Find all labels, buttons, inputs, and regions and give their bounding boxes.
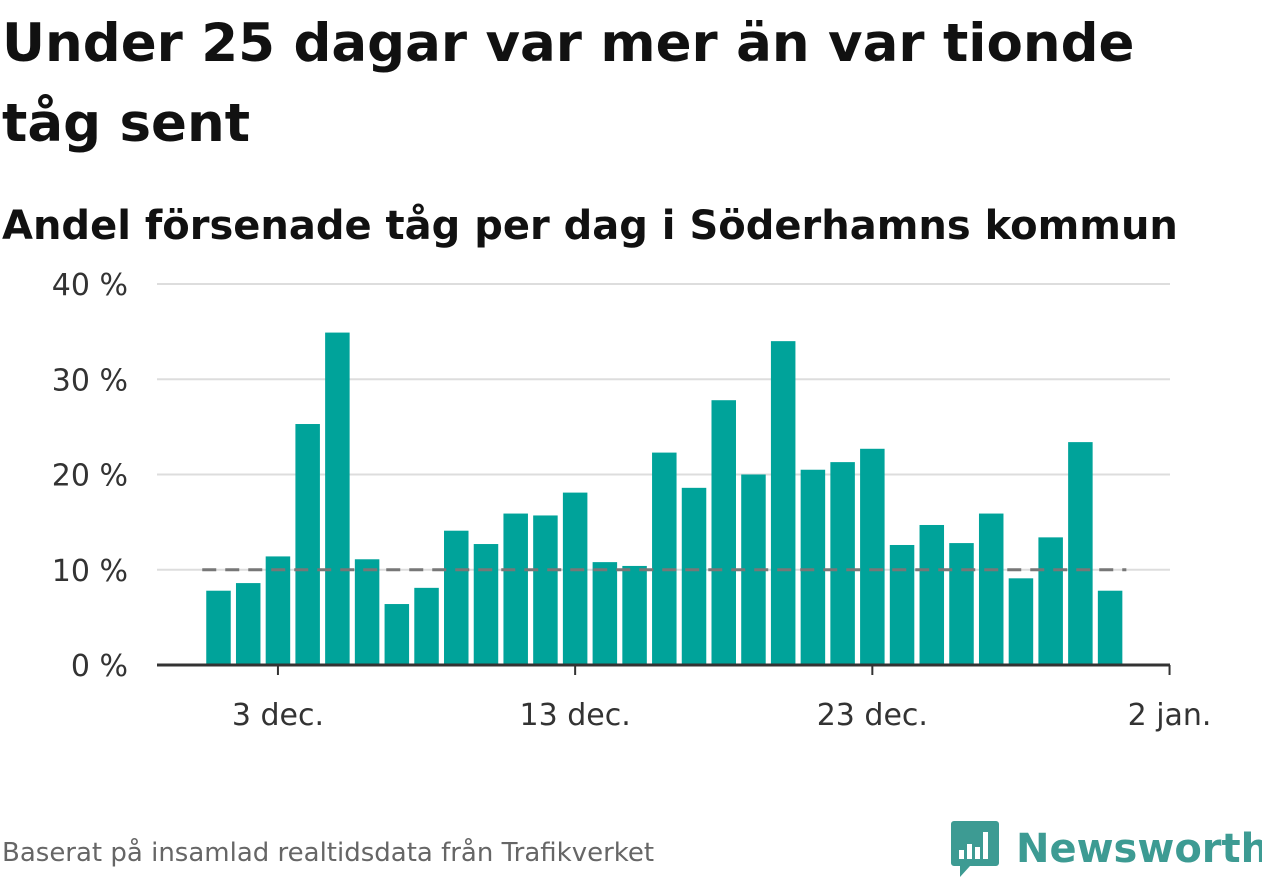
bar [325,332,350,665]
chart-subtitle: Andel försenade tåg per dag i Söderhamns… [2,203,1178,249]
x-tick-label: 3 dec. [232,698,324,733]
source-note: Baserat på insamlad realtidsdata från Tr… [2,838,655,868]
bar [533,515,558,665]
bar [295,424,320,665]
y-tick-label: 40 % [52,268,128,303]
bar [1068,442,1093,665]
bar [681,487,707,665]
bar [562,492,588,665]
bar [1097,590,1123,665]
y-tick-label: 0 % [71,649,128,684]
bar [384,604,410,665]
bar [949,543,974,665]
bar [503,513,528,665]
x-tick-label: 13 dec. [520,698,631,733]
y-tick-label: 10 % [52,554,128,589]
bar [473,544,499,665]
bar [711,400,736,665]
y-tick-label: 20 % [52,459,128,494]
bar [206,590,231,665]
newsworthy-logo-icon [951,821,999,877]
y-tick-label: 30 % [52,363,128,398]
bars [206,332,1123,665]
bar [800,469,826,665]
bar [354,559,380,665]
y-axis-labels: 0 % 10 % 20 % 30 % 40 % [52,268,128,684]
bar [235,583,261,665]
chart-title: Under 25 dagar var mer än var tionde tåg… [2,13,1135,154]
bar [919,524,945,665]
bar [592,562,618,665]
bar [652,452,677,665]
bar [265,556,291,665]
bar [860,448,885,665]
bar [770,341,796,665]
x-tick-label: 2 jan. [1128,698,1212,733]
bar [444,530,469,665]
brand-logo: Newsworthy [950,818,1262,880]
bar-chart: 0 % 10 % 20 % 30 % 40 % 3 dec. 13 dec. 23 dec.… [52,268,1212,733]
bar [622,565,647,665]
bar [889,544,915,665]
brand-name: Newsworthy [1016,826,1262,872]
x-axis-ticks: 3 dec. 13 dec. 23 dec. 2 jan. [232,665,1212,733]
bar [1038,537,1063,665]
x-tick-label: 23 dec. [817,698,928,733]
bar [414,587,439,665]
bar [978,513,1004,665]
bar [830,462,855,665]
bar [1008,578,1034,665]
